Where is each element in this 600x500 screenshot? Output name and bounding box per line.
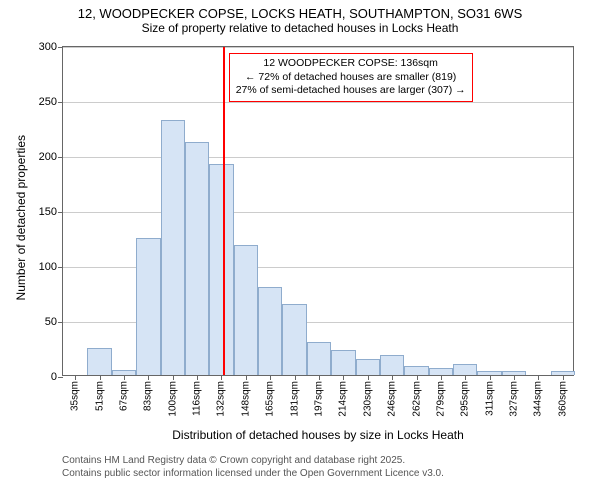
xtick-label: 327sqm — [509, 381, 520, 417]
footer-line-1: Contains HM Land Registry data © Crown c… — [62, 454, 444, 467]
annotation-line: 27% of semi-detached houses are larger (… — [236, 84, 466, 98]
xtick-label: 311sqm — [484, 381, 495, 416]
annotation-box: 12 WOODPECKER COPSE: 136sqm← 72% of deta… — [229, 53, 473, 102]
xtick-label: 148sqm — [240, 381, 251, 417]
ytick-mark — [58, 377, 63, 378]
bar — [234, 245, 258, 375]
y-axis-label: Number of detached properties — [14, 135, 28, 300]
annotation-line: 12 WOODPECKER COPSE: 136sqm — [236, 57, 466, 71]
xtick-mark — [221, 375, 222, 380]
ytick-label: 250 — [39, 96, 57, 108]
xtick-mark — [563, 375, 564, 380]
gridline-h — [63, 47, 573, 48]
bar — [307, 342, 331, 375]
xtick-mark — [75, 375, 76, 380]
xtick-mark — [441, 375, 442, 380]
gridline-h — [63, 102, 573, 103]
gridline-h — [63, 157, 573, 158]
ytick-label: 100 — [39, 261, 57, 273]
xtick-label: 83sqm — [143, 381, 154, 411]
x-axis-label: Distribution of detached houses by size … — [62, 428, 574, 442]
reference-line — [223, 47, 225, 375]
bar — [209, 164, 233, 375]
gridline-h — [63, 212, 573, 213]
xtick-label: 214sqm — [338, 381, 349, 417]
xtick-mark — [173, 375, 174, 380]
ytick-mark — [58, 157, 63, 158]
bar — [161, 120, 185, 375]
xtick-label: 165sqm — [265, 381, 276, 417]
chart-title: 12, WOODPECKER COPSE, LOCKS HEATH, SOUTH… — [0, 0, 600, 21]
xtick-mark — [490, 375, 491, 380]
ytick-mark — [58, 267, 63, 268]
xtick-label: 262sqm — [411, 381, 422, 417]
xtick-mark — [124, 375, 125, 380]
ytick-mark — [58, 322, 63, 323]
bar — [380, 355, 404, 375]
xtick-label: 67sqm — [118, 381, 129, 411]
bar — [429, 368, 453, 375]
xtick-label: 344sqm — [533, 381, 544, 417]
xtick-mark — [319, 375, 320, 380]
xtick-label: 230sqm — [362, 381, 373, 417]
xtick-mark — [392, 375, 393, 380]
ytick-mark — [58, 212, 63, 213]
xtick-mark — [246, 375, 247, 380]
ytick-mark — [58, 102, 63, 103]
ytick-label: 300 — [39, 41, 57, 53]
ytick-label: 0 — [51, 371, 57, 383]
xtick-label: 51sqm — [94, 381, 105, 411]
xtick-label: 197sqm — [314, 381, 325, 417]
bar — [356, 359, 380, 376]
xtick-label: 116sqm — [192, 381, 203, 416]
xtick-mark — [295, 375, 296, 380]
xtick-label: 295sqm — [460, 381, 471, 417]
ytick-mark — [58, 47, 63, 48]
xtick-label: 181sqm — [289, 381, 300, 417]
xtick-label: 132sqm — [216, 381, 227, 417]
ytick-label: 50 — [45, 316, 57, 328]
bar — [185, 142, 209, 375]
bar — [136, 238, 160, 376]
xtick-mark — [514, 375, 515, 380]
xtick-mark — [148, 375, 149, 380]
chart-subtitle: Size of property relative to detached ho… — [0, 21, 600, 39]
ytick-label: 200 — [39, 151, 57, 163]
xtick-label: 360sqm — [557, 381, 568, 417]
plot-area: 05010015020025030035sqm51sqm67sqm83sqm10… — [62, 46, 574, 376]
xtick-label: 279sqm — [435, 381, 446, 417]
xtick-mark — [343, 375, 344, 380]
ytick-label: 150 — [39, 206, 57, 218]
xtick-mark — [417, 375, 418, 380]
bar — [453, 364, 477, 375]
bar — [331, 350, 355, 375]
xtick-label: 35sqm — [70, 381, 81, 411]
bar — [282, 304, 306, 376]
xtick-mark — [270, 375, 271, 380]
xtick-label: 100sqm — [167, 381, 178, 417]
bar — [87, 348, 111, 376]
xtick-mark — [100, 375, 101, 380]
xtick-mark — [465, 375, 466, 380]
annotation-line: ← 72% of detached houses are smaller (81… — [236, 71, 466, 85]
bar — [258, 287, 282, 375]
bar — [404, 366, 428, 375]
chart-container: 12, WOODPECKER COPSE, LOCKS HEATH, SOUTH… — [0, 0, 600, 500]
xtick-mark — [538, 375, 539, 380]
footer-line-2: Contains public sector information licen… — [62, 467, 444, 480]
footer-attribution: Contains HM Land Registry data © Crown c… — [62, 454, 444, 480]
xtick-mark — [368, 375, 369, 380]
xtick-mark — [197, 375, 198, 380]
xtick-label: 246sqm — [387, 381, 398, 417]
